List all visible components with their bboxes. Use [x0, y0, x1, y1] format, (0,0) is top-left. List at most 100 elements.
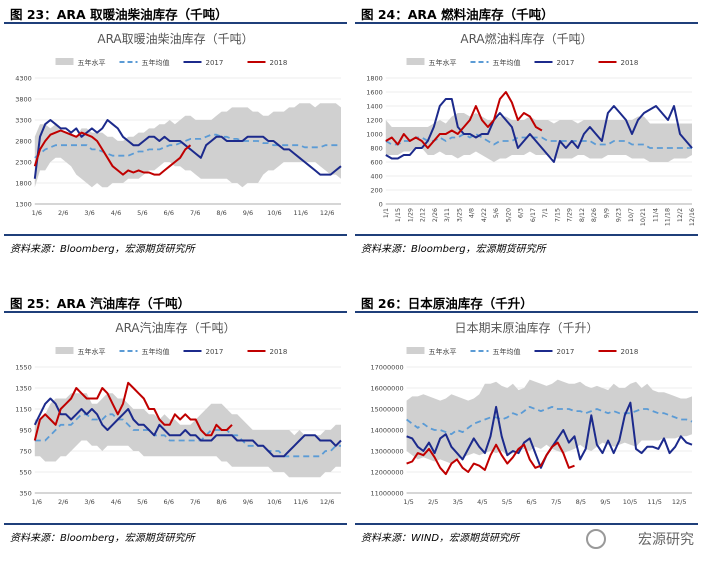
legend-label: 2017: [557, 348, 575, 356]
y-tick-label: 1300: [15, 201, 32, 209]
line-chart: 日本期末原油库存（千升） 五年水平 五年均值 2017 2018 11000000 1200…: [371, 320, 693, 506]
x-tick-label: 6/6: [164, 209, 174, 217]
x-tick-label: 12/5: [672, 498, 687, 506]
x-tick-label: 1/5: [403, 498, 413, 506]
y-tick-label: 1600: [366, 89, 383, 97]
x-tick-label: 9/5: [600, 498, 610, 506]
x-tick-label: 1/29: [407, 208, 414, 222]
series-line-2017: [385, 98, 693, 163]
legend-label: 五年水平: [78, 347, 106, 356]
legend-label: 2018: [270, 59, 288, 67]
y-tick-label: 13000000: [371, 448, 404, 456]
x-tick-label: 11/4: [652, 208, 659, 222]
title-rule: [4, 22, 347, 24]
series-band-五年水平: [34, 103, 342, 188]
x-tick-label: 8/5: [576, 498, 586, 506]
y-tick-label: 3300: [15, 117, 32, 125]
x-tick-label: 4/5: [477, 498, 487, 506]
x-tick-label: 5/20: [505, 208, 512, 222]
y-tick-label: 11000000: [371, 490, 404, 498]
x-tick-label: 4/22: [481, 208, 488, 222]
y-tick-label: 1000: [366, 131, 383, 139]
x-tick-label: 2/6: [58, 209, 68, 217]
x-tick-label: 2/6: [58, 498, 68, 506]
y-tick-label: 1800: [366, 75, 383, 83]
chart-title: 日本期末原油库存（千升）: [454, 320, 598, 335]
x-tick-label: 9/6: [243, 498, 253, 506]
source-note: 资料来源：Bloomberg，宏源期货研究所: [10, 244, 195, 255]
chart-title: ARA取暖油柴油库存（千吨）: [97, 31, 253, 46]
line-chart: ARA汽油库存（千吨） 五年水平 五年均值 2017 2018 350 550 750 950 1…: [15, 320, 342, 506]
x-tick-label: 6/3: [518, 208, 525, 218]
line-chart: ARA燃油料库存（千吨） 五年水平 五年均值 2017 2018 0 200 400 600 80…: [366, 31, 696, 226]
source-rule: [355, 234, 698, 236]
y-tick-label: 1150: [15, 406, 32, 414]
y-tick-label: 1800: [15, 180, 32, 188]
x-tick-label: 12/2: [677, 208, 684, 222]
x-tick-label: 2/12: [420, 208, 427, 222]
x-tick-label: 3/25: [456, 208, 463, 222]
x-tick-label: 1/1: [383, 208, 390, 218]
y-tick-label: 3800: [15, 96, 32, 104]
figure-title: 图 23：ARA 取暖油柴油库存（千吨）: [10, 7, 228, 22]
line-chart: ARA取暖油柴油库存（千吨） 五年水平 五年均值 2017 2018 1300 1800 23…: [15, 31, 342, 217]
series-line-2018: [33, 129, 192, 176]
x-tick-label: 9/6: [243, 209, 253, 217]
legend-swatch: [406, 347, 425, 354]
legend-swatch: [55, 347, 74, 354]
x-tick-label: 4/6: [111, 498, 121, 506]
x-tick-label: 6/17: [530, 208, 537, 222]
y-tick-label: 200: [370, 187, 382, 195]
y-tick-label: 800: [370, 145, 382, 153]
x-tick-label: 7/6: [190, 498, 200, 506]
chart-panel-ara-heating-oil: 图 23：ARA 取暖油柴油库存（千吨） ARA取暖油柴油库存（千吨） 五年水平 五…: [0, 0, 351, 280]
figure-title: 图 24：ARA 燃料油库存（千吨）: [361, 7, 554, 22]
y-tick-label: 1200: [366, 117, 383, 125]
x-tick-label: 11/6: [293, 209, 308, 217]
x-tick-label: 10/6: [267, 498, 282, 506]
source-rule: [4, 523, 347, 525]
y-tick-label: 1350: [15, 385, 32, 393]
x-tick-label: 3/5: [453, 498, 463, 506]
x-tick-label: 11/18: [665, 208, 672, 226]
source-rule: [4, 234, 347, 236]
legend-swatch: [406, 58, 425, 65]
legend-label: 五年均值: [493, 58, 521, 67]
x-tick-label: 8/12: [579, 208, 586, 222]
x-tick-label: 8/26: [591, 208, 598, 222]
x-tick-label: 5/6: [137, 498, 147, 506]
legend-label: 2018: [270, 348, 288, 356]
x-tick-label: 3/6: [84, 209, 94, 217]
legend-label: 五年均值: [142, 58, 170, 67]
legend-label: 五年均值: [142, 347, 170, 356]
wechat-logo-icon: [586, 529, 606, 549]
series-line-2018: [406, 441, 575, 476]
y-tick-label: 4300: [15, 75, 32, 83]
series-line-2018: [385, 91, 543, 149]
x-tick-label: 3/11: [444, 208, 451, 222]
y-tick-label: 400: [370, 173, 382, 181]
x-tick-label: 7/15: [554, 208, 561, 222]
x-tick-label: 11/6: [293, 498, 308, 506]
source-rule: [355, 523, 698, 525]
x-tick-label: 5/6: [137, 209, 147, 217]
watermark: 宏源研究: [638, 532, 694, 548]
y-tick-label: 600: [370, 159, 382, 167]
x-tick-label: 7/1: [542, 208, 549, 218]
chart-title: ARA燃油料库存（千吨）: [460, 31, 592, 46]
x-tick-label: 7/6: [190, 209, 200, 217]
y-tick-label: 0: [379, 201, 383, 209]
x-tick-label: 9/23: [616, 208, 623, 222]
x-tick-label: 12/16: [689, 208, 696, 226]
series-line-五年均值: [385, 133, 692, 149]
legend-label: 2017: [206, 348, 224, 356]
source-note: 资料来源：Bloomberg，宏源期货研究所: [10, 533, 195, 544]
x-tick-label: 10/6: [267, 209, 282, 217]
legend-label: 2018: [621, 59, 639, 67]
source-note: 资料来源：WIND，宏源期货研究所: [361, 533, 520, 544]
x-tick-label: 2/5: [428, 498, 438, 506]
y-tick-label: 550: [19, 469, 31, 477]
x-tick-label: 8/6: [216, 209, 226, 217]
y-tick-label: 2300: [15, 159, 32, 167]
chart-panel-japan-crude: 图 26：日本原油库存（千升） 日本期末原油库存（千升） 五年水平 五年均值 2017…: [351, 289, 702, 569]
